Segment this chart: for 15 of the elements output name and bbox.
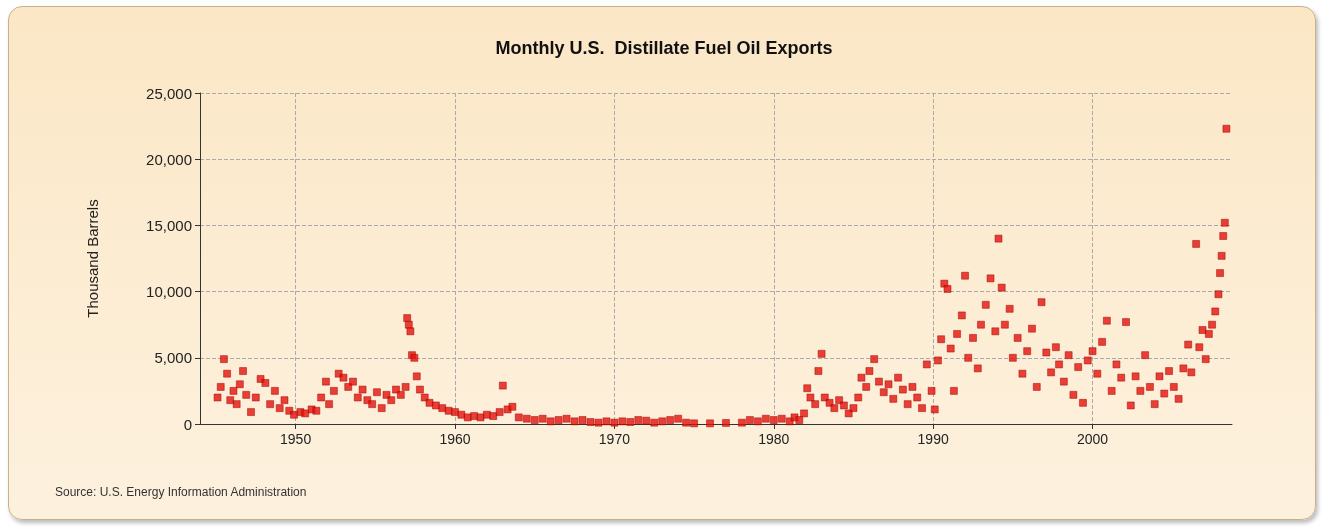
source-note: Source: U.S. Energy Information Administration: [55, 485, 307, 499]
x-tick-label: 1970: [598, 431, 631, 447]
x-tick-label: 1960: [439, 431, 471, 447]
x-tick-label: 2000: [1076, 431, 1109, 447]
chart-title: Monthly U.S. Distillate Fuel Oil Exports: [495, 38, 833, 58]
x-tick-label: 1990: [917, 431, 949, 447]
y-axis-title: Thousand Barrels: [84, 199, 101, 318]
x-tick-label: 1980: [758, 431, 790, 447]
y-tick-label: 5,000: [154, 349, 192, 367]
y-tick-label: 10,000: [146, 283, 192, 301]
y-tick-label: 25,000: [146, 84, 192, 102]
y-tick-label: 15,000: [146, 216, 192, 234]
x-tick-label: 1950: [280, 431, 312, 447]
y-tick-label: 20,000: [146, 150, 192, 168]
y-tick-label: 0: [183, 415, 192, 433]
